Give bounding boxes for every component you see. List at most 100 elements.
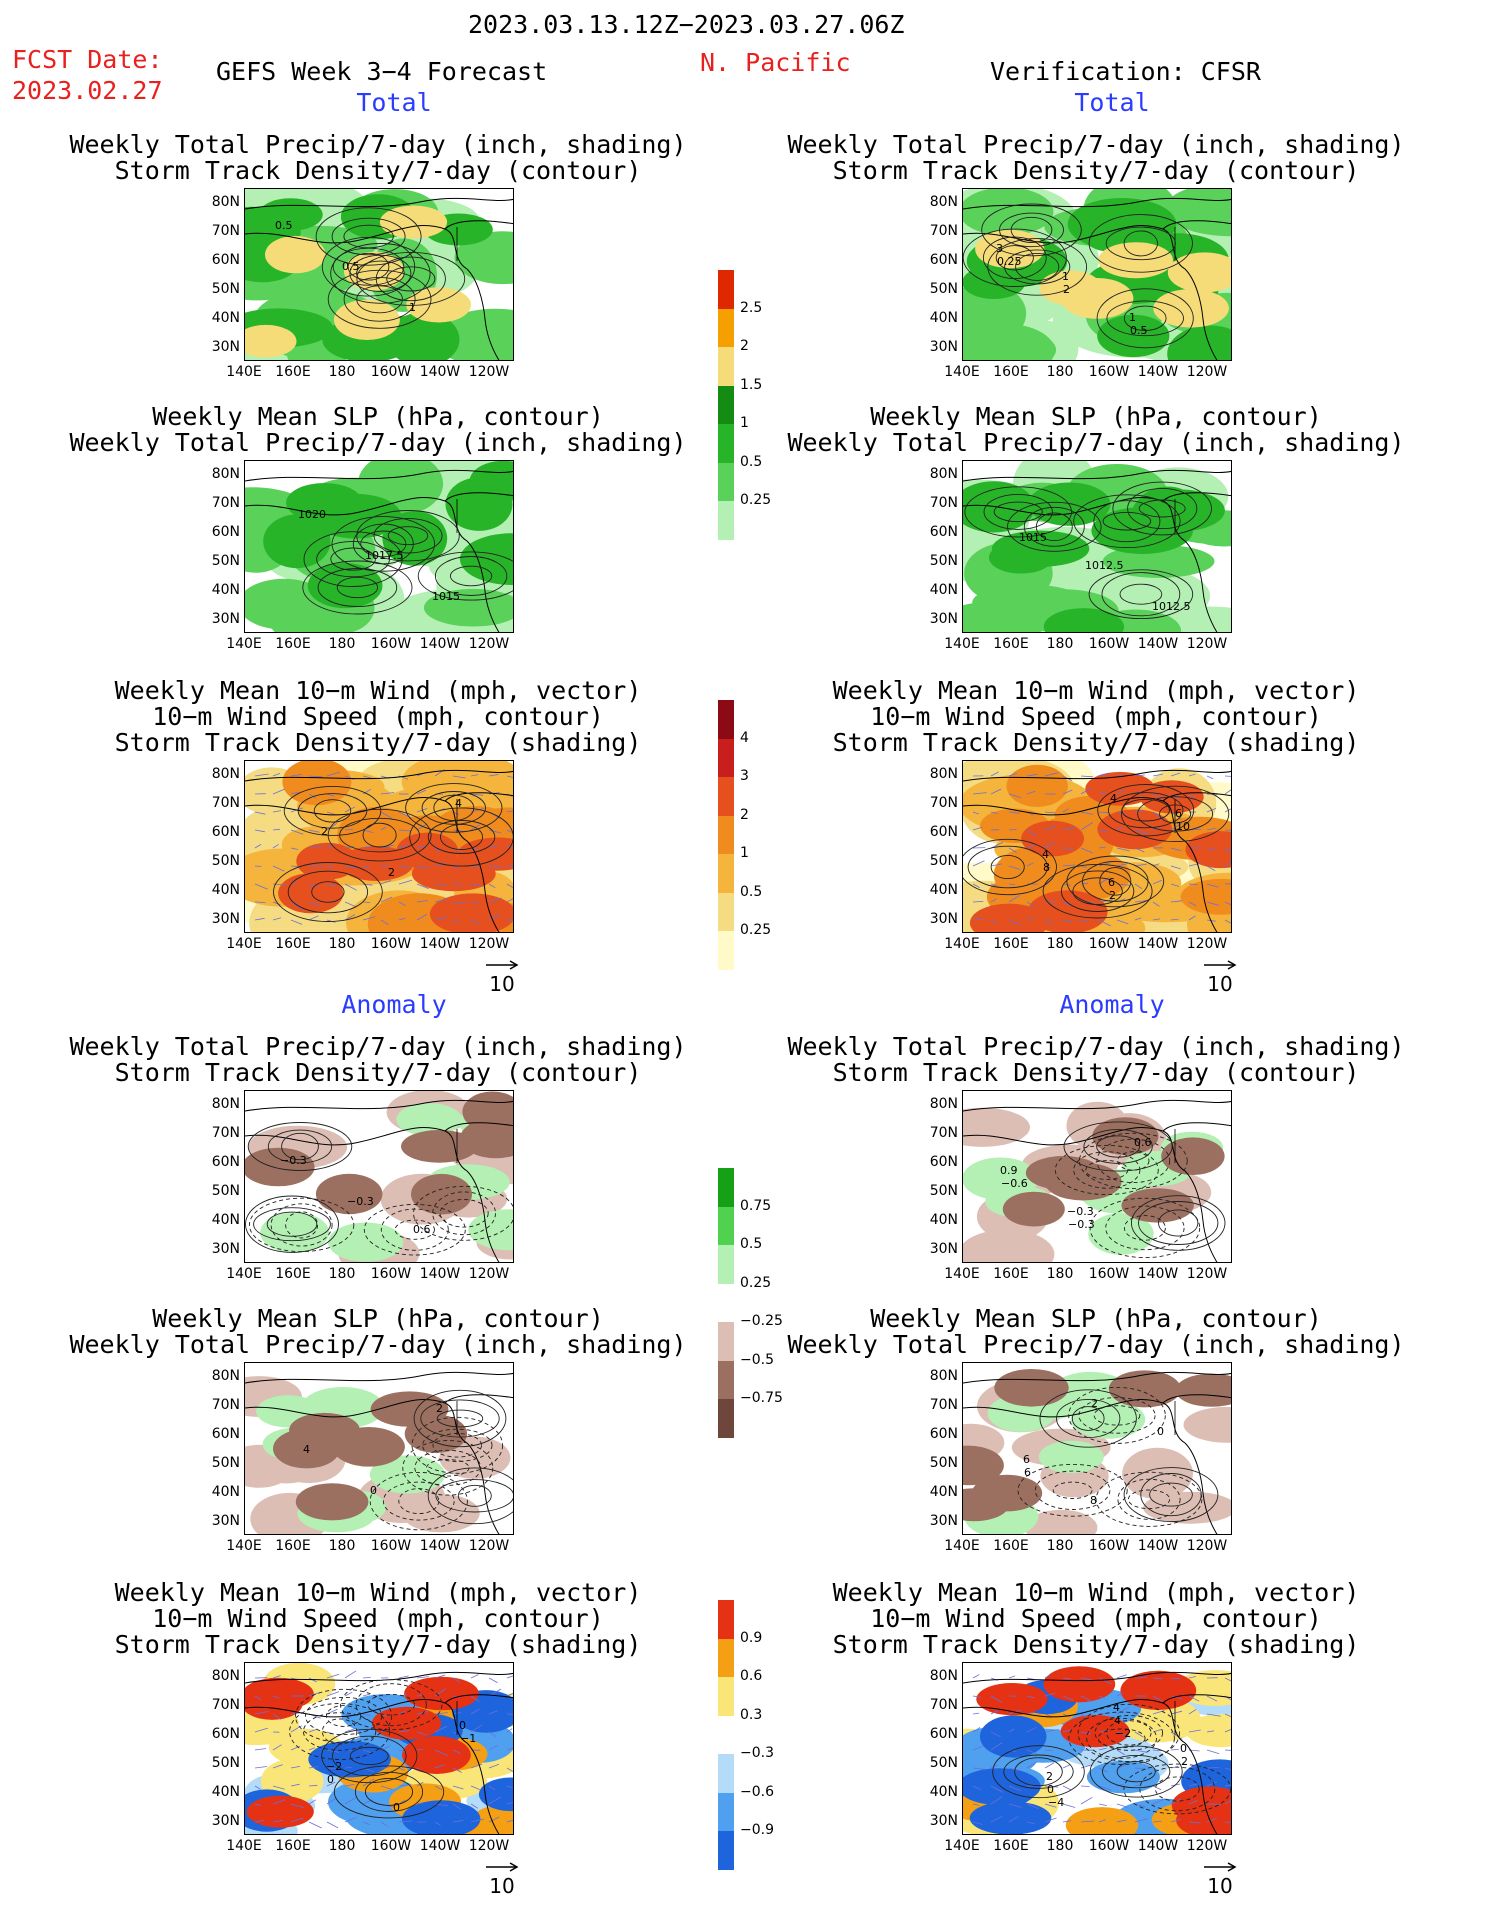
- lon-tick-label: 140W: [1137, 936, 1179, 952]
- wind-vector: [416, 913, 428, 921]
- contour-line: [245, 1195, 339, 1253]
- wind-vector: [254, 844, 262, 849]
- wind-vector: [452, 1819, 464, 1823]
- lon-tick-label: 140W: [419, 936, 461, 952]
- lon-tick-label: 140E: [226, 1538, 262, 1554]
- wind-vector: [1062, 1677, 1071, 1679]
- wind-vector: [1170, 1749, 1179, 1751]
- shading-region: [963, 1488, 1009, 1522]
- lat-tick-label: 30N: [211, 911, 240, 927]
- lon-tick-label: 160E: [275, 936, 311, 952]
- wind-vector: [344, 1767, 352, 1769]
- contour-label: −0.3: [1068, 1218, 1095, 1231]
- wind-vector: [506, 775, 513, 778]
- contour-line: [414, 1449, 482, 1486]
- wind-vector: [1134, 810, 1144, 813]
- wind-vector: [344, 775, 355, 780]
- vector-reference-label: 10: [489, 1874, 515, 1898]
- contour-line: [432, 1433, 483, 1458]
- wind-vector: [272, 773, 281, 777]
- lon-tick-label: 160W: [1088, 364, 1130, 380]
- wind-vector: [1134, 1803, 1147, 1808]
- lon-tick-label: 140W: [419, 636, 461, 652]
- lat-tick-label: 80N: [929, 1368, 958, 1384]
- wind-vector: [1008, 865, 1021, 870]
- contour-line: [1093, 1405, 1141, 1426]
- panel-subtitle: Storm Track Density/7-day (shading): [114, 728, 642, 757]
- wind-vector: [380, 1785, 393, 1790]
- contour-label: 0: [1180, 1742, 1187, 1755]
- lon-tick-label: 120W: [1186, 636, 1228, 652]
- wind-vector: [1044, 1692, 1056, 1697]
- contour-label: −0.3: [1067, 1205, 1094, 1218]
- contour-line: [1083, 1129, 1153, 1164]
- shading-region: [270, 606, 343, 632]
- wind-vector: [1062, 919, 1072, 923]
- lat-tick-label: 60N: [929, 252, 958, 268]
- contour-line: [1077, 1703, 1180, 1762]
- wind-vector: [488, 1731, 497, 1738]
- lat-tick-label: 50N: [211, 853, 240, 869]
- panel-title: Weekly Mean SLP (hPa, contour): [152, 1304, 604, 1333]
- map-panel: 0 −2 0 −1 0: [244, 1662, 514, 1835]
- contour-line: [1158, 1209, 1199, 1237]
- colorbar-label: −0.75: [740, 1390, 783, 1407]
- panel-subtitle: 10−m Wind Speed (mph, contour): [870, 1604, 1322, 1633]
- contour-line: [1089, 1197, 1201, 1259]
- contour-label: 4: [1114, 1714, 1121, 1727]
- wind-vector: [1080, 775, 1093, 778]
- wind-vector: [344, 1784, 355, 1787]
- contour-line: [1023, 506, 1085, 547]
- shading-region: [991, 530, 1090, 567]
- shading-region: [1002, 1191, 1065, 1227]
- lon-tick-label: 160W: [370, 636, 412, 652]
- wind-vector: [344, 865, 357, 869]
- wind-vector: [272, 1764, 283, 1769]
- wind-vector: [290, 829, 304, 835]
- wind-vector: [1206, 775, 1214, 780]
- lat-tick-label: 80N: [211, 1668, 240, 1684]
- lon-tick-label: 160W: [1088, 636, 1130, 652]
- contour-line: [1120, 785, 1230, 843]
- wind-vector: [1026, 1712, 1034, 1715]
- wind-vector: [1206, 1695, 1218, 1702]
- shading-region: [1006, 764, 1068, 807]
- contour-label: 0.6: [1134, 1136, 1152, 1149]
- lat-tick-label: 40N: [211, 1484, 240, 1500]
- contour-label: −4: [1048, 1796, 1064, 1809]
- wind-vector: [254, 1785, 261, 1790]
- lon-tick-label: 120W: [468, 1538, 510, 1554]
- lat-tick-label: 40N: [929, 582, 958, 598]
- coastline: [963, 469, 1231, 632]
- wind-vector: [990, 1695, 1003, 1703]
- lat-tick-label: 80N: [211, 1096, 240, 1112]
- wind-vector: [362, 1713, 371, 1716]
- wind-vector: [452, 919, 461, 922]
- contour-line: [331, 516, 436, 572]
- wind-vector: [1170, 772, 1181, 777]
- shading-region: [459, 533, 513, 585]
- contour-line: [963, 838, 1057, 896]
- wind-vector: [1224, 1800, 1231, 1805]
- wind-vector: [1098, 792, 1106, 795]
- contour-label: −2: [326, 1760, 342, 1773]
- shading-region: [406, 287, 471, 323]
- lon-tick-label: 140E: [226, 636, 262, 652]
- shading-region: [969, 1801, 1052, 1834]
- wind-vector: [1152, 1677, 1163, 1680]
- colorbar-label: −0.6: [740, 1783, 774, 1800]
- contour-label: 1020: [298, 508, 326, 521]
- lat-tick-label: 50N: [929, 1455, 958, 1471]
- wind-vector: [254, 1820, 265, 1823]
- wind-vector: [272, 865, 285, 872]
- wind-vector: [1188, 1783, 1197, 1787]
- wind-vector: [1134, 847, 1145, 853]
- colorbar-label: −0.5: [740, 1351, 774, 1368]
- wind-vector: [1224, 1784, 1231, 1787]
- wind-vector: [1116, 1749, 1126, 1756]
- wind-vector: [1170, 1710, 1183, 1715]
- wind-vector: [434, 1674, 446, 1679]
- panel-subtitle: Storm Track Density/7-day (contour): [114, 1058, 642, 1087]
- wind-vector: [254, 1803, 262, 1806]
- contour-line: [1007, 501, 1102, 552]
